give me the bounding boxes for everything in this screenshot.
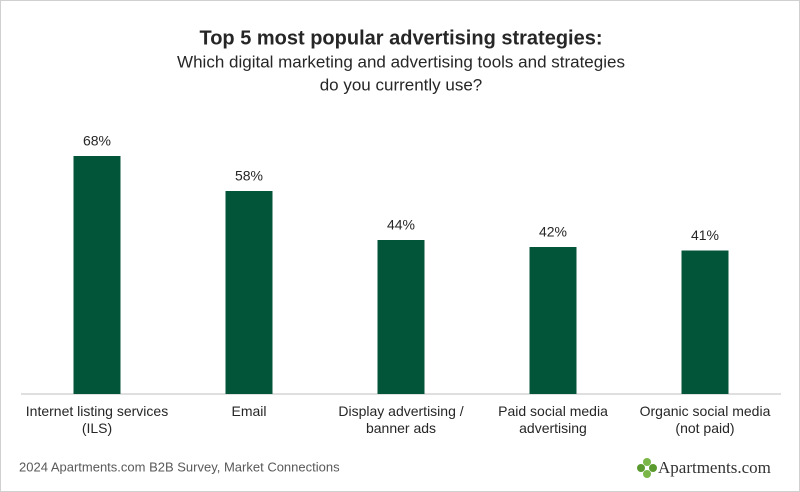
bar xyxy=(529,247,577,394)
value-label: 42% xyxy=(539,224,567,240)
value-label: 58% xyxy=(235,168,263,184)
x-tick-label: Organic social media (not paid) xyxy=(639,403,771,436)
value-label: 41% xyxy=(691,227,719,243)
bar xyxy=(73,156,121,394)
chart-subtitle: Which digital marketing and advertising … xyxy=(177,52,625,71)
logo-text: Apartments.com xyxy=(658,458,771,477)
x-tick-label: Email xyxy=(231,403,267,419)
bar xyxy=(225,191,273,394)
value-label: 44% xyxy=(387,217,415,233)
source-note: 2024 Apartments.com B2B Survey, Market C… xyxy=(19,459,340,474)
bar xyxy=(681,250,729,394)
bar xyxy=(377,240,425,394)
logo-icon xyxy=(637,458,657,478)
x-tick-label: Display advertising / banner ads xyxy=(338,403,464,436)
value-label: 68% xyxy=(83,133,111,149)
chart-subtitle: do you currently use? xyxy=(320,75,483,94)
chart-title: Top 5 most popular advertising strategie… xyxy=(199,27,602,49)
x-tick-label: Paid social media advertising xyxy=(498,403,608,436)
x-tick-label: Internet listing services (ILS) xyxy=(25,403,169,436)
